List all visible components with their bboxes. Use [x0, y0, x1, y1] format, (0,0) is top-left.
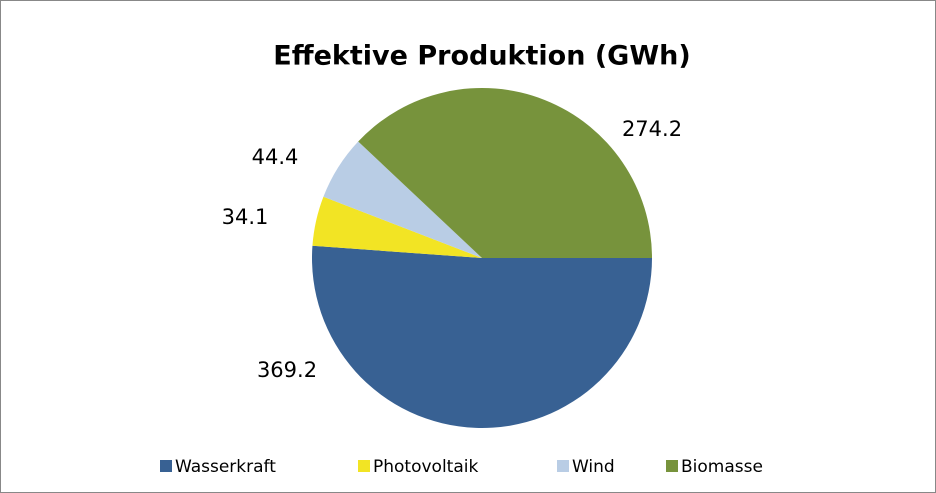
legend-swatch	[358, 460, 370, 472]
legend-label: Wasserkraft	[175, 457, 276, 477]
legend-label: Photovoltaik	[373, 457, 478, 477]
pie-slice	[312, 196, 482, 258]
legend-swatch	[160, 460, 172, 472]
data-label: 44.4	[252, 145, 299, 169]
legend-swatch	[557, 460, 569, 472]
legend-label: Wind	[572, 457, 615, 477]
data-label: 369.2	[257, 358, 317, 382]
pie-slice	[323, 141, 482, 258]
pie-slice	[358, 87, 652, 258]
chart-title: Effektive Produktion (GWh)	[273, 41, 690, 72]
data-label: 34.1	[222, 205, 269, 229]
legend-label: Biomasse	[681, 457, 763, 477]
legend-swatch	[666, 460, 678, 472]
data-label: 274.2	[622, 117, 682, 141]
pie-slice	[312, 245, 652, 428]
